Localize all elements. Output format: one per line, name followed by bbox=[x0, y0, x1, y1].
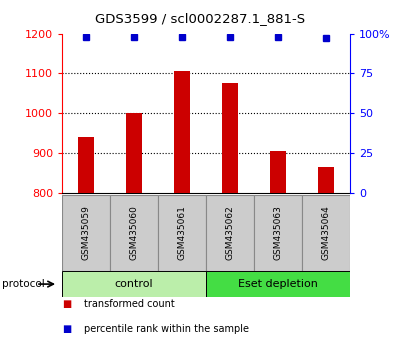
Bar bbox=[78, 137, 94, 193]
Bar bbox=[206, 195, 254, 271]
Bar bbox=[174, 72, 190, 193]
Bar bbox=[318, 167, 334, 193]
Bar bbox=[254, 195, 302, 271]
Text: control: control bbox=[115, 279, 153, 289]
Bar bbox=[302, 195, 350, 271]
Bar bbox=[62, 195, 110, 271]
Text: GSM435062: GSM435062 bbox=[226, 205, 234, 260]
Bar bbox=[206, 271, 350, 297]
Bar bbox=[126, 113, 142, 193]
Bar bbox=[270, 151, 286, 193]
Bar bbox=[158, 195, 206, 271]
Bar bbox=[222, 84, 238, 193]
Text: GSM435059: GSM435059 bbox=[82, 205, 90, 260]
Text: GSM435061: GSM435061 bbox=[178, 205, 186, 260]
Text: ■: ■ bbox=[62, 299, 71, 309]
Text: transformed count: transformed count bbox=[84, 299, 175, 309]
Text: protocol: protocol bbox=[2, 279, 45, 289]
Bar bbox=[62, 271, 206, 297]
Text: Eset depletion: Eset depletion bbox=[238, 279, 318, 289]
Text: GSM435063: GSM435063 bbox=[274, 205, 282, 260]
Text: ■: ■ bbox=[62, 324, 71, 334]
Text: percentile rank within the sample: percentile rank within the sample bbox=[84, 324, 249, 334]
Text: GDS3599 / scl0002287.1_881-S: GDS3599 / scl0002287.1_881-S bbox=[95, 12, 305, 25]
Text: GSM435064: GSM435064 bbox=[322, 205, 330, 260]
Text: GSM435060: GSM435060 bbox=[130, 205, 138, 260]
Bar bbox=[110, 195, 158, 271]
